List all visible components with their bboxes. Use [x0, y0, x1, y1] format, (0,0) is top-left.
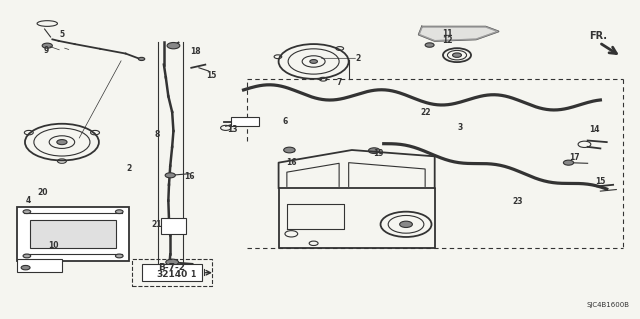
Circle shape: [115, 210, 123, 214]
FancyBboxPatch shape: [141, 264, 202, 281]
Text: 22: 22: [420, 108, 430, 116]
Text: 4: 4: [26, 196, 31, 205]
Text: 20: 20: [38, 188, 48, 197]
Circle shape: [399, 221, 412, 227]
Circle shape: [369, 148, 380, 153]
FancyBboxPatch shape: [17, 259, 62, 272]
Text: 19: 19: [373, 149, 384, 158]
Text: 7: 7: [337, 78, 342, 86]
FancyBboxPatch shape: [30, 219, 116, 248]
Text: FR.: FR.: [589, 31, 607, 41]
FancyBboxPatch shape: [231, 117, 259, 126]
Circle shape: [425, 43, 434, 47]
Circle shape: [452, 53, 461, 57]
Text: 15: 15: [207, 71, 217, 80]
Circle shape: [165, 173, 175, 178]
Text: 8: 8: [155, 130, 160, 139]
Text: 32140: 32140: [156, 270, 187, 279]
Text: 23: 23: [512, 197, 523, 206]
Circle shape: [23, 210, 31, 214]
Circle shape: [21, 265, 30, 270]
Text: 3: 3: [458, 123, 463, 132]
Text: 6: 6: [282, 117, 287, 126]
Text: 2: 2: [126, 165, 131, 174]
Circle shape: [57, 140, 67, 145]
Text: 11: 11: [442, 28, 452, 38]
Circle shape: [284, 147, 295, 153]
Text: 9: 9: [44, 46, 49, 55]
Text: 12: 12: [442, 36, 452, 45]
Circle shape: [167, 42, 180, 49]
Text: 5: 5: [60, 30, 65, 39]
FancyBboxPatch shape: [17, 207, 129, 261]
Circle shape: [115, 254, 123, 258]
FancyBboxPatch shape: [161, 218, 186, 234]
Text: 2: 2: [356, 54, 361, 63]
Text: 17: 17: [570, 153, 580, 162]
Text: 1: 1: [190, 271, 195, 279]
Text: 14: 14: [589, 125, 599, 134]
Circle shape: [138, 57, 145, 61]
Text: 16: 16: [286, 158, 296, 167]
Text: SJC4B1600B: SJC4B1600B: [586, 302, 629, 308]
Polygon shape: [419, 27, 499, 41]
Circle shape: [310, 60, 317, 63]
Text: 16: 16: [184, 172, 195, 182]
Circle shape: [563, 160, 573, 165]
Text: B-7-2: B-7-2: [158, 263, 185, 272]
Circle shape: [23, 254, 31, 258]
Circle shape: [166, 259, 179, 265]
Text: 18: 18: [191, 48, 201, 56]
Text: 13: 13: [227, 125, 238, 134]
Text: 21: 21: [151, 220, 161, 229]
Circle shape: [42, 43, 52, 48]
Text: 10: 10: [49, 241, 59, 250]
Text: 15: 15: [595, 177, 605, 186]
